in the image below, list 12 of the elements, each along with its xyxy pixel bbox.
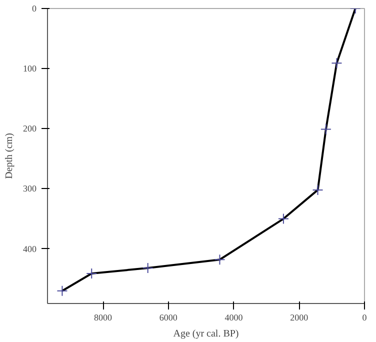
y-tick-label: 200 xyxy=(23,124,37,134)
y-tick-label: 0 xyxy=(32,4,37,14)
y-tick-label: 300 xyxy=(23,184,37,194)
y-tick-label: 100 xyxy=(23,64,37,74)
x-tick-label: 6000 xyxy=(159,312,178,322)
x-tick-label: 8000 xyxy=(94,312,113,322)
x-tick-label: 4000 xyxy=(224,312,244,322)
y-tick-label: 400 xyxy=(23,244,37,254)
y-axis-title: Depth (cm) xyxy=(4,133,15,179)
x-tick-label: 2000 xyxy=(290,312,309,322)
x-tick-label: 0 xyxy=(362,312,368,322)
x-axis-title: Age (yr cal. BP) xyxy=(173,328,239,340)
